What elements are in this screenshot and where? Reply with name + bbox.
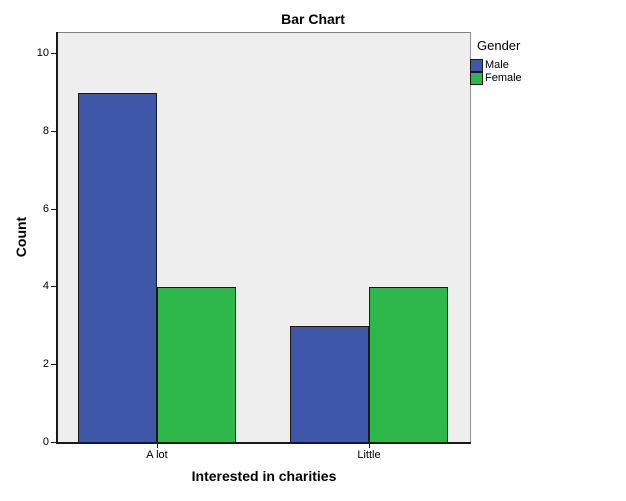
x-axis-label: Interested in charities <box>191 468 337 484</box>
bar-little-female <box>369 287 448 443</box>
y-tick-8 <box>51 131 57 132</box>
legend-title: Gender <box>477 38 521 53</box>
chart-title: Bar Chart <box>281 11 345 27</box>
x-tick-label-little: Little <box>357 449 381 461</box>
plot-frame-right <box>470 32 471 443</box>
x-tick-a-lot <box>157 443 158 448</box>
y-tick-label-8: 8 <box>42 125 49 137</box>
y-axis-label: Count <box>13 216 29 258</box>
bar-a-lot-male <box>78 93 157 443</box>
plot-frame-top <box>57 32 471 33</box>
x-axis-line <box>56 442 471 444</box>
bar-little-male <box>290 326 369 443</box>
y-tick-10 <box>51 53 57 54</box>
legend-swatch-female-icon <box>470 72 483 85</box>
y-tick-6 <box>51 209 57 210</box>
y-tick-label-4: 4 <box>42 280 49 292</box>
y-tick-label-0: 0 <box>42 436 49 448</box>
y-tick-label-6: 6 <box>42 203 49 215</box>
y-tick-2 <box>51 364 57 365</box>
legend-item-label: Female <box>485 72 522 84</box>
legend-item-label: Male <box>485 59 509 71</box>
legend-item-female: Female <box>470 72 620 85</box>
y-tick-0 <box>51 442 57 443</box>
x-tick-little <box>369 443 370 448</box>
legend: Gender Male Female <box>470 38 620 85</box>
legend-item-male: Male <box>470 59 620 72</box>
bar-a-lot-female <box>157 287 236 443</box>
y-axis-line <box>56 32 58 444</box>
y-tick-label-2: 2 <box>42 358 49 370</box>
bars-layer <box>58 32 470 443</box>
legend-swatch-male-icon <box>470 59 483 72</box>
y-tick-label-10: 10 <box>36 47 49 59</box>
x-tick-label-a-lot: A lot <box>146 449 168 461</box>
legend-items: Male Female <box>470 59 620 85</box>
y-tick-4 <box>51 286 57 287</box>
plot-area <box>58 32 470 443</box>
